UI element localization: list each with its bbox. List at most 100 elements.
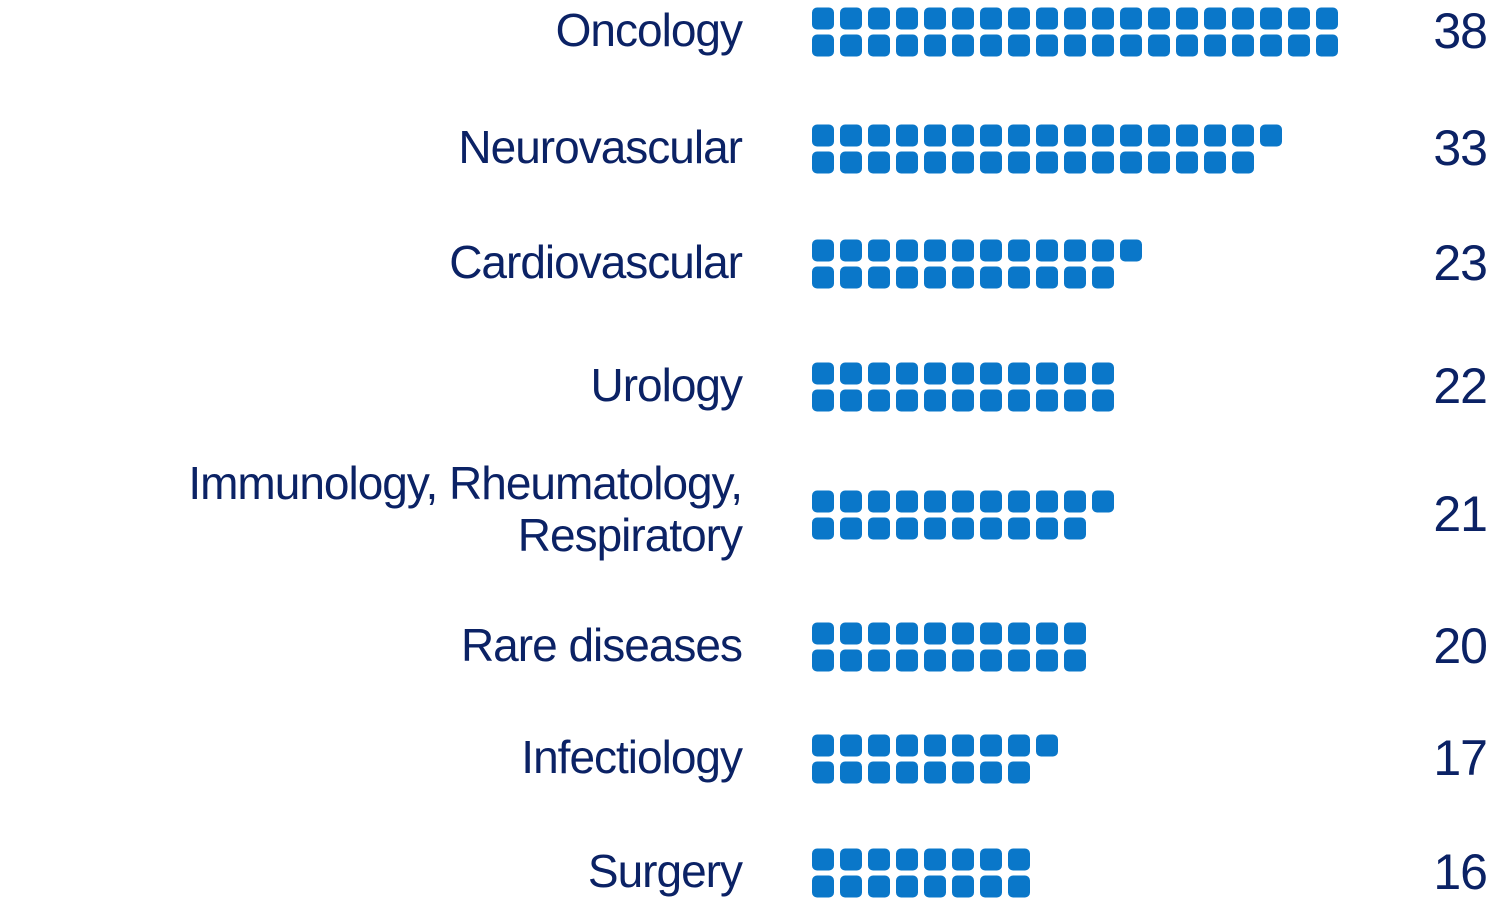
unit-square [980, 761, 1002, 784]
unit-square [980, 362, 1002, 385]
value-label: 33 [1433, 120, 1487, 176]
unit-square [1036, 266, 1058, 289]
unit-square [868, 848, 890, 871]
unit-square [952, 362, 974, 385]
unit-square [1120, 151, 1142, 174]
unit-square [868, 7, 890, 30]
unit-square [840, 151, 862, 174]
unit-square [840, 649, 862, 672]
unit-square [896, 7, 918, 30]
category-label: Rare diseases [461, 619, 742, 671]
unit-square [1232, 34, 1254, 57]
unit-square [1232, 7, 1254, 30]
category-label: Immunology, Rheumatology, [188, 457, 742, 509]
unit-square [952, 124, 974, 147]
unit-square [840, 734, 862, 757]
unit-square [1092, 151, 1114, 174]
unit-square [952, 239, 974, 262]
unit-square [1008, 517, 1030, 540]
unit-square [1008, 34, 1030, 57]
unit-square [1204, 7, 1226, 30]
unit-square [980, 649, 1002, 672]
unit-square [868, 649, 890, 672]
unit-square [1036, 490, 1058, 513]
unit-square [1036, 517, 1058, 540]
unit-square [812, 734, 834, 757]
unit-square [812, 622, 834, 645]
unit-square [1008, 875, 1030, 898]
unit-square [840, 124, 862, 147]
unit-square [1148, 124, 1170, 147]
category-label: Neurovascular [458, 121, 742, 173]
unit-square [1008, 239, 1030, 262]
unit-square [1036, 151, 1058, 174]
unit-square [868, 622, 890, 645]
unit-square [1008, 7, 1030, 30]
unit-square [840, 389, 862, 412]
unit-square [980, 517, 1002, 540]
unit-square [952, 622, 974, 645]
unit-square [952, 761, 974, 784]
unit-square [1008, 649, 1030, 672]
unit-square [1092, 124, 1114, 147]
value-label: 17 [1433, 730, 1487, 786]
category-label: Cardiovascular [449, 236, 742, 288]
unit-square [812, 151, 834, 174]
unit-square [1064, 151, 1086, 174]
unit-square [840, 362, 862, 385]
unit-square [1064, 622, 1086, 645]
unit-square [1148, 34, 1170, 57]
unit-square [1064, 34, 1086, 57]
unit-square [924, 362, 946, 385]
unit-square [980, 266, 1002, 289]
unit-square [952, 151, 974, 174]
value-label: 21 [1433, 486, 1487, 542]
unit-square [1008, 124, 1030, 147]
unit-square [1092, 34, 1114, 57]
unit-square [1064, 124, 1086, 147]
unit-square [840, 622, 862, 645]
unit-square [924, 517, 946, 540]
unit-square [1288, 7, 1310, 30]
unit-square [896, 362, 918, 385]
value-label: 20 [1433, 618, 1487, 674]
unit-square [980, 124, 1002, 147]
value-label: 16 [1433, 844, 1487, 900]
unit-square [1036, 34, 1058, 57]
unit-square [924, 34, 946, 57]
unit-square [980, 151, 1002, 174]
unit-square [1092, 7, 1114, 30]
unit-square [868, 239, 890, 262]
unit-square [1148, 7, 1170, 30]
unit-square [1120, 239, 1142, 262]
unit-square [1092, 266, 1114, 289]
unit-square [952, 734, 974, 757]
unit-square [1064, 490, 1086, 513]
unit-square [840, 34, 862, 57]
unit-square [896, 875, 918, 898]
unit-square [924, 7, 946, 30]
unit-square [924, 622, 946, 645]
unit-square [1176, 7, 1198, 30]
unit-square [1204, 151, 1226, 174]
bar-group: Immunology, Rheumatology,Respiratory 21 [188, 457, 1488, 561]
unit-square [896, 622, 918, 645]
unit-square [1232, 151, 1254, 174]
unit-square [1036, 7, 1058, 30]
bar-group: Surgery 16 [588, 844, 1488, 900]
unit-square [868, 875, 890, 898]
unit-square [1092, 239, 1114, 262]
unit-square [1036, 622, 1058, 645]
category-label: Surgery [588, 845, 743, 897]
unit-square [840, 239, 862, 262]
unit-square [1204, 34, 1226, 57]
unit-square [1316, 7, 1338, 30]
unit-square [896, 761, 918, 784]
unit-square [840, 7, 862, 30]
bar-group: Neurovascular 33 [458, 120, 1488, 176]
unit-square [1288, 34, 1310, 57]
unit-square [812, 517, 834, 540]
unit-square [1008, 151, 1030, 174]
unit-square [1176, 124, 1198, 147]
